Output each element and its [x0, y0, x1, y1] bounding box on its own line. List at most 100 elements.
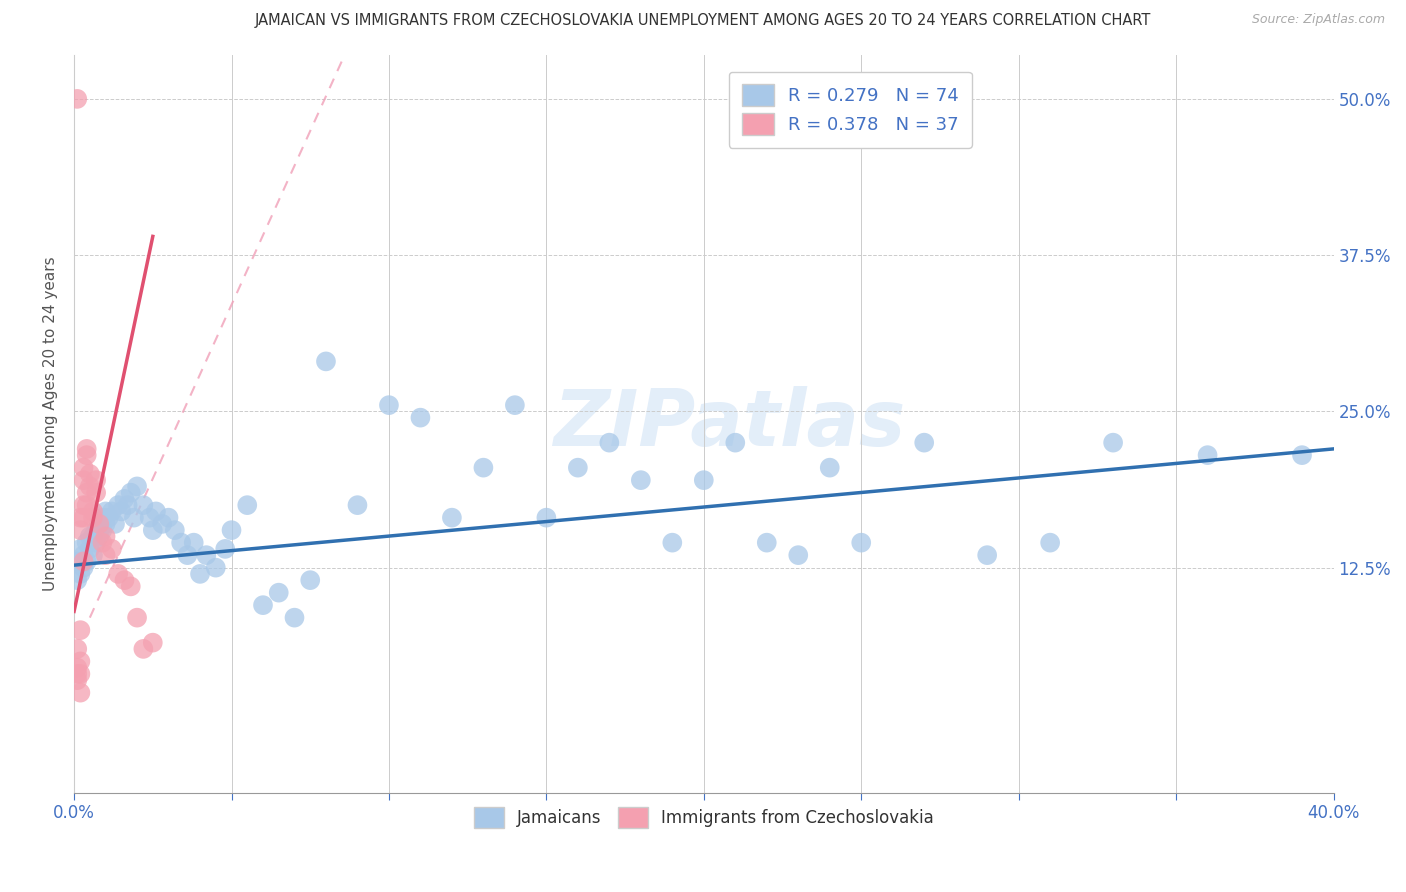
Point	[214, 541, 236, 556]
Point	[72, 554, 94, 568]
Point	[1102, 435, 1125, 450]
Point	[76, 554, 98, 568]
Point	[91, 523, 114, 537]
Point	[84, 535, 107, 549]
Point	[183, 535, 205, 549]
Point	[117, 498, 139, 512]
Point	[267, 585, 290, 599]
Point	[110, 504, 132, 518]
Point	[76, 448, 98, 462]
Point	[66, 673, 89, 688]
Point	[283, 610, 305, 624]
Point	[188, 566, 211, 581]
Point	[84, 473, 107, 487]
Point	[114, 573, 136, 587]
Point	[94, 548, 117, 562]
Point	[72, 560, 94, 574]
Point	[79, 467, 101, 481]
Point	[72, 548, 94, 562]
Point	[1039, 535, 1062, 549]
Point	[107, 566, 129, 581]
Point	[122, 510, 145, 524]
Point	[145, 504, 167, 518]
Point	[91, 510, 114, 524]
Point	[132, 498, 155, 512]
Point	[315, 354, 337, 368]
Point	[82, 510, 104, 524]
Point	[69, 510, 91, 524]
Point	[138, 510, 160, 524]
Point	[72, 498, 94, 512]
Point	[69, 654, 91, 668]
Point	[409, 410, 432, 425]
Point	[69, 623, 91, 637]
Point	[693, 473, 716, 487]
Point	[66, 92, 89, 106]
Point	[84, 523, 107, 537]
Point	[69, 686, 91, 700]
Point	[440, 510, 463, 524]
Point	[150, 516, 173, 531]
Point	[66, 660, 89, 674]
Point	[82, 529, 104, 543]
Point	[724, 435, 747, 450]
Point	[89, 516, 111, 531]
Point	[76, 498, 98, 512]
Point	[787, 548, 810, 562]
Point	[76, 535, 98, 549]
Point	[104, 516, 127, 531]
Point	[472, 460, 495, 475]
Point	[132, 641, 155, 656]
Point	[1291, 448, 1313, 462]
Point	[346, 498, 368, 512]
Point	[69, 566, 91, 581]
Point	[755, 535, 778, 549]
Point	[97, 510, 120, 524]
Point	[66, 554, 89, 568]
Point	[142, 635, 165, 649]
Point	[76, 442, 98, 456]
Point	[503, 398, 526, 412]
Point	[125, 479, 148, 493]
Point	[69, 541, 91, 556]
Point	[142, 523, 165, 537]
Point	[378, 398, 401, 412]
Point	[89, 529, 111, 543]
Point	[82, 548, 104, 562]
Point	[72, 460, 94, 475]
Text: JAMAICAN VS IMMIGRANTS FROM CZECHOSLOVAKIA UNEMPLOYMENT AMONG AGES 20 TO 24 YEAR: JAMAICAN VS IMMIGRANTS FROM CZECHOSLOVAK…	[254, 13, 1152, 29]
Point	[630, 473, 652, 487]
Point	[157, 510, 180, 524]
Point	[170, 535, 193, 549]
Y-axis label: Unemployment Among Ages 20 to 24 years: Unemployment Among Ages 20 to 24 years	[44, 257, 58, 591]
Point	[79, 529, 101, 543]
Point	[114, 491, 136, 506]
Point	[69, 523, 91, 537]
Point	[176, 548, 198, 562]
Point	[72, 510, 94, 524]
Text: ZIPatlas: ZIPatlas	[553, 386, 905, 462]
Point	[76, 485, 98, 500]
Point	[84, 485, 107, 500]
Point	[299, 573, 322, 587]
Point	[125, 610, 148, 624]
Point	[91, 535, 114, 549]
Point	[536, 510, 558, 524]
Point	[101, 504, 124, 518]
Point	[661, 535, 683, 549]
Point	[912, 435, 935, 450]
Point	[120, 579, 142, 593]
Point	[221, 523, 243, 537]
Text: Source: ZipAtlas.com: Source: ZipAtlas.com	[1251, 13, 1385, 27]
Point	[79, 541, 101, 556]
Point	[94, 516, 117, 531]
Point	[66, 641, 89, 656]
Point	[163, 523, 186, 537]
Point	[107, 498, 129, 512]
Point	[89, 516, 111, 531]
Point	[69, 666, 91, 681]
Point	[94, 504, 117, 518]
Point	[204, 560, 226, 574]
Point	[66, 666, 89, 681]
Point	[976, 548, 998, 562]
